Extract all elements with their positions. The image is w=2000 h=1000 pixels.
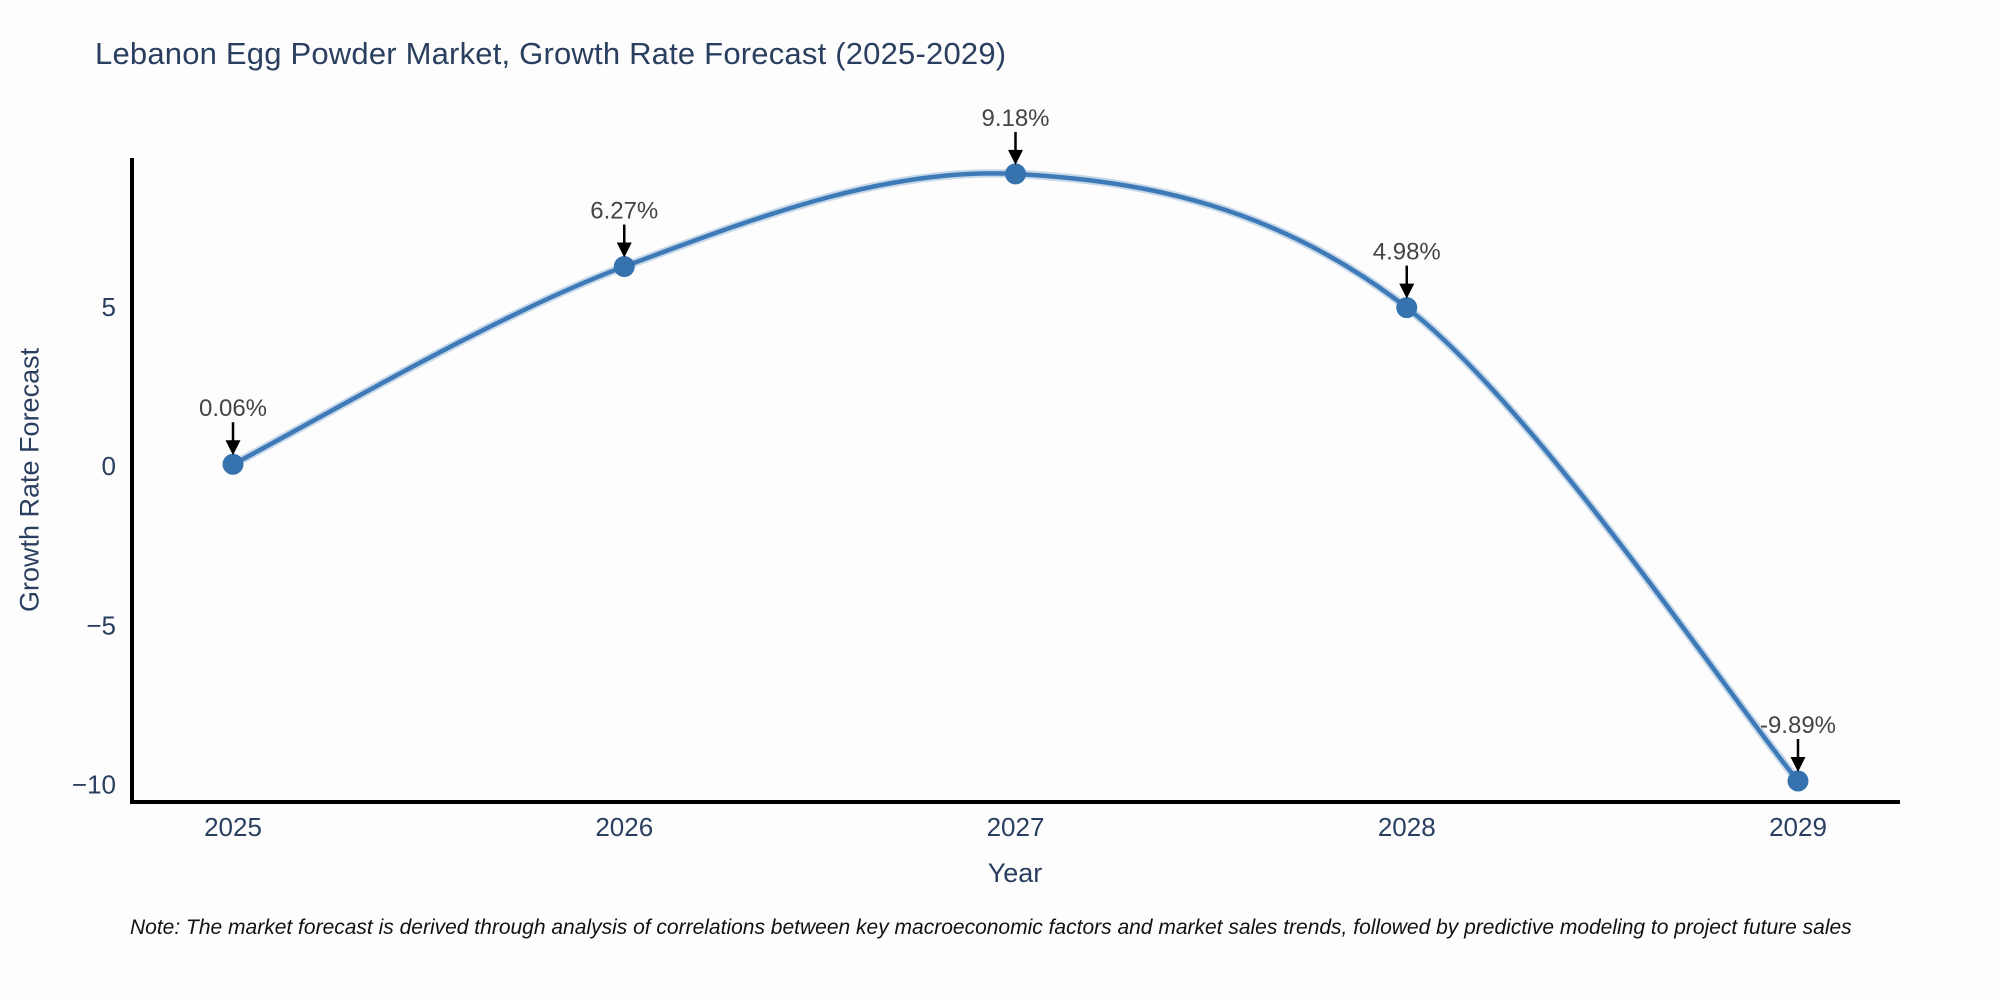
x-axis-title: Year [987,858,1043,888]
annotation-label: 6.27% [590,198,658,225]
annotation-label: 9.18% [981,105,1049,132]
annotation-arrow-head [1790,756,1806,772]
y-tick-label: 0 [102,451,116,481]
y-tick-label: −10 [72,769,116,799]
x-tick-label: 2028 [1378,812,1436,842]
trend-line-halo [228,169,1803,786]
y-tick-label: −5 [86,610,116,640]
annotation-arrow-head [1399,283,1415,299]
data-point-marker[interactable] [1005,163,1026,185]
annotation-label: 0.06% [199,395,267,422]
trend-line [230,171,1801,784]
y-axis-title: Growth Rate Forecast [14,347,45,613]
annotation-arrow-head [1008,149,1023,165]
data-point-marker[interactable] [222,453,244,475]
x-tick-label: 2026 [595,812,653,842]
data-point-marker[interactable] [1396,297,1418,319]
data-point-marker[interactable] [613,256,635,278]
plot-svg: 5 0 −5 −10 2025 2026 2027 2028 2029 0.06% 6.27% 9.1… [72,105,1900,842]
footnote: Note: The market forecast is derived thr… [130,916,1852,939]
annotation-arrow-head [616,242,632,258]
chart-title: Lebanon Egg Powder Market, Growth Rate F… [95,36,1007,71]
x-tick-label: 2029 [1769,812,1827,842]
annotation-label: -9.89% [1760,712,1836,739]
y-tick-label: 5 [102,292,116,322]
x-tick-label: 2027 [987,812,1045,842]
data-point-marker[interactable] [1787,770,1809,792]
annotation-arrow-head [225,440,241,456]
axis-lines [130,158,1900,804]
annotation-label: 4.98% [1373,239,1441,266]
x-tick-label: 2025 [204,812,262,842]
